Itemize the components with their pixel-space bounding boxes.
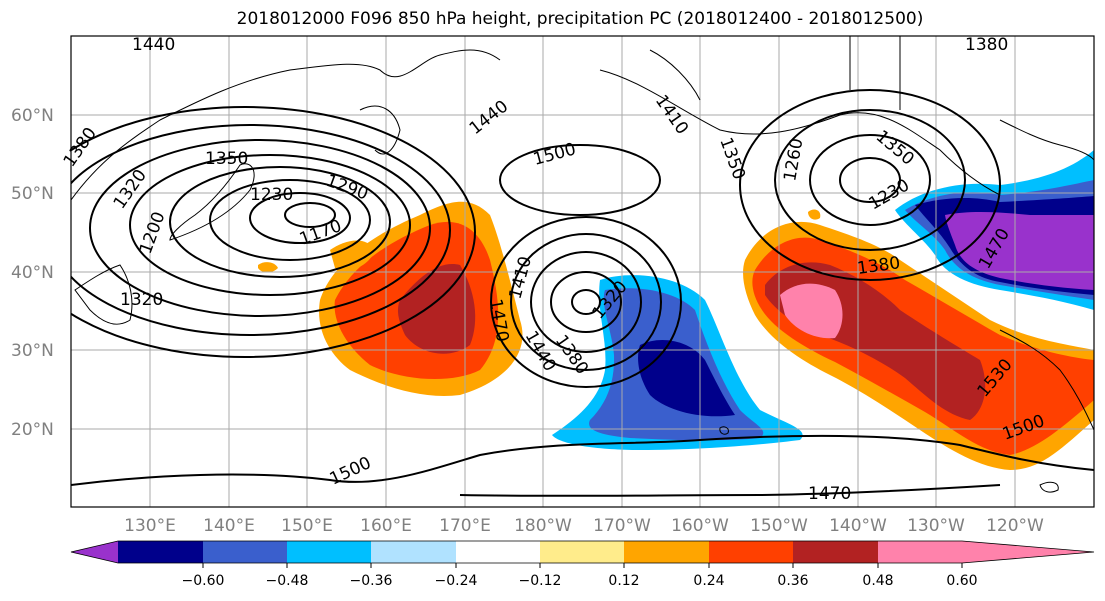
colorbar-segment [118, 541, 203, 563]
colorbar-tick-label: 0.36 [777, 573, 808, 589]
colorbar-tick-label: 0.24 [693, 573, 724, 589]
lon-label: 170°E [439, 516, 491, 536]
contour-label: 1440 [132, 35, 175, 55]
colorbar-segment [540, 541, 624, 563]
colorbar-arrow-left [71, 541, 118, 563]
longitude-labels: 130°E 140°E 150°E 160°E 170°E 180°W 170°… [124, 516, 1044, 536]
colorbar-segment [709, 541, 793, 563]
lon-label: 130°W [907, 516, 965, 536]
lon-label: 150°W [750, 516, 808, 536]
precip-positive-east [743, 209, 1094, 470]
colorbar-segment [287, 541, 371, 563]
lon-label: 130°E [124, 516, 176, 536]
lon-label: 180°W [514, 516, 572, 536]
coastlines [71, 36, 1094, 493]
lat-label: 40°N [11, 263, 54, 283]
colorbar-outline [70, 540, 1095, 564]
colorbar-tick-label: 0.12 [608, 573, 639, 589]
precip-negative-northeast [895, 150, 1094, 310]
contour-label: 1380 [965, 35, 1008, 55]
lon-label: 150°E [281, 516, 333, 536]
lon-label: 160°E [360, 516, 412, 536]
colorbar-ticks [202, 563, 963, 568]
map-border [70, 35, 1095, 508]
lon-label: 170°W [593, 516, 651, 536]
lat-label: 30°N [11, 341, 54, 361]
colorbar-segment [456, 541, 540, 563]
contour-label: 1320 [120, 290, 163, 310]
contour-label: 1350 [205, 149, 248, 169]
map-title: 2018012000 F096 850 hPa height, precipit… [236, 9, 924, 29]
contour-label: 1230 [250, 185, 293, 205]
colorbar-segment [371, 541, 456, 563]
colorbar-segment [624, 541, 709, 563]
colorbar-segment [203, 541, 287, 563]
colorbar-tick-label: 0.48 [862, 573, 893, 589]
lon-label: 120°W [986, 516, 1044, 536]
lat-label: 60°N [11, 106, 54, 126]
colorbar-tick-label: −0.24 [435, 573, 478, 589]
graticule [71, 36, 1094, 507]
lon-label: 140°E [203, 516, 255, 536]
colorbar-tick-label: −0.36 [350, 573, 393, 589]
lat-label: 20°N [11, 420, 54, 440]
colorbar: −0.60 −0.48 −0.36 −0.24 −0.12 0.12 0.24 … [70, 540, 1095, 589]
colorbar-segment [793, 541, 878, 563]
colorbar-tick-label: −0.12 [519, 573, 562, 589]
height-contours [71, 89, 1094, 497]
colorbar-tick-label: −0.48 [266, 573, 309, 589]
latitude-labels: 60°N 50°N 40°N 30°N 20°N [11, 106, 54, 440]
colorbar-tick-label: −0.60 [182, 573, 225, 589]
contour-label: 1470 [808, 484, 851, 504]
colorbar-segment [878, 541, 962, 563]
colorbar-tick-label: 0.60 [946, 573, 977, 589]
lon-label: 160°W [671, 516, 729, 536]
lon-label: 140°W [829, 516, 887, 536]
lat-label: 50°N [11, 184, 54, 204]
colorbar-arrow-right [962, 541, 1094, 563]
